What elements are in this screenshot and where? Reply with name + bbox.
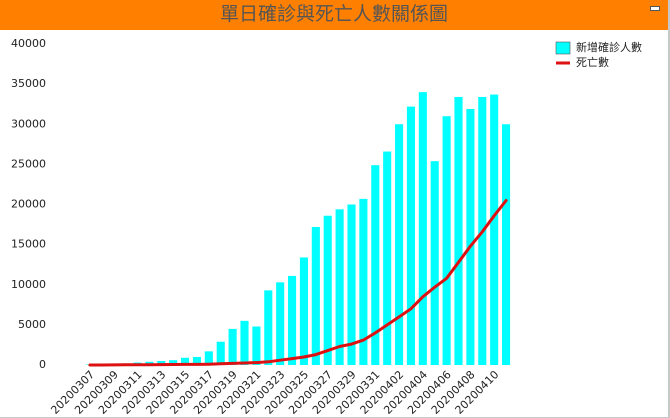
bar (288, 275, 297, 365)
line (88, 199, 508, 367)
bar (418, 92, 427, 366)
bar (490, 94, 499, 366)
legend-label: 死亡數 (576, 55, 609, 69)
bar (169, 360, 178, 365)
bar (502, 124, 511, 365)
bar (276, 282, 285, 365)
legend-label: 新增確診人數 (576, 40, 642, 54)
y-tick-label: 10000 (11, 278, 46, 291)
bar (264, 290, 273, 365)
bar (406, 106, 415, 365)
bar (157, 360, 166, 365)
bar (192, 356, 201, 365)
y-tick-label: 0 (39, 358, 46, 371)
bar (430, 161, 439, 365)
bar (371, 165, 380, 365)
minimize-button[interactable] (650, 6, 660, 11)
bar (359, 198, 368, 365)
bar (216, 341, 225, 365)
y-tick-label: 35000 (11, 77, 46, 90)
bar (347, 204, 356, 365)
y-tick-label: 40000 (11, 37, 46, 50)
bar (323, 215, 332, 365)
bar (252, 326, 261, 365)
chart-title: 單日確診與死亡人數關係圖 (219, 3, 448, 25)
y-tick-label: 20000 (11, 198, 46, 211)
y-tick-label: 5000 (18, 318, 46, 331)
y-tick-label: 25000 (11, 157, 46, 170)
y-tick-label: 30000 (11, 117, 46, 130)
y-tick-label: 15000 (11, 238, 46, 251)
bar (299, 257, 308, 365)
bar (466, 109, 475, 365)
bar (335, 209, 344, 365)
legend-swatch (555, 41, 571, 55)
bar (228, 328, 237, 365)
bar (454, 96, 463, 365)
bar (442, 116, 451, 365)
bar (311, 226, 320, 365)
bar (383, 151, 392, 365)
bar (395, 124, 404, 365)
title-bar: 單日確診與死亡人數關係圖 (0, 0, 668, 30)
bar (240, 320, 249, 365)
bar (204, 351, 213, 365)
chart: 0 5000 10000 15000 20000 25000 30000 35000 40000… (11, 37, 642, 417)
bar (181, 357, 190, 365)
